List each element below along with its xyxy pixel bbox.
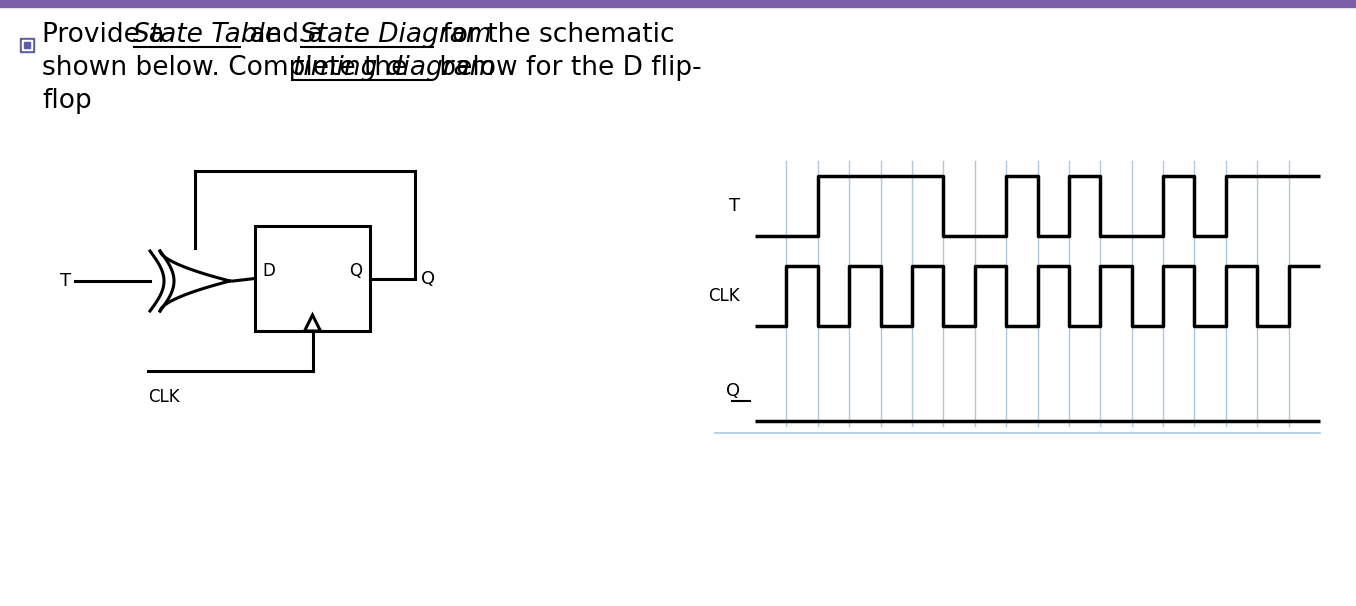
Text: shown below. Complete the: shown below. Complete the xyxy=(42,55,416,81)
Text: T: T xyxy=(60,272,71,290)
Text: flop: flop xyxy=(42,88,92,114)
Text: for the schematic: for the schematic xyxy=(434,22,675,48)
Text: T: T xyxy=(730,197,740,215)
Text: Q: Q xyxy=(725,382,740,400)
Text: Provide a: Provide a xyxy=(42,22,172,48)
Text: timing diagram: timing diagram xyxy=(293,55,496,81)
Text: State Table: State Table xyxy=(133,22,281,48)
Text: D: D xyxy=(262,262,275,279)
Text: and a: and a xyxy=(241,22,332,48)
Text: CLK: CLK xyxy=(708,287,740,305)
Bar xyxy=(24,42,30,48)
Text: Q: Q xyxy=(348,262,362,279)
Bar xyxy=(22,40,33,50)
Bar xyxy=(255,226,370,331)
Bar xyxy=(0,0,1356,7)
Bar xyxy=(20,38,34,52)
Text: below for the D flip-: below for the D flip- xyxy=(431,55,701,81)
Text: Q: Q xyxy=(420,270,435,287)
Text: State Diagram: State Diagram xyxy=(301,22,492,48)
Text: CLK: CLK xyxy=(148,388,179,406)
